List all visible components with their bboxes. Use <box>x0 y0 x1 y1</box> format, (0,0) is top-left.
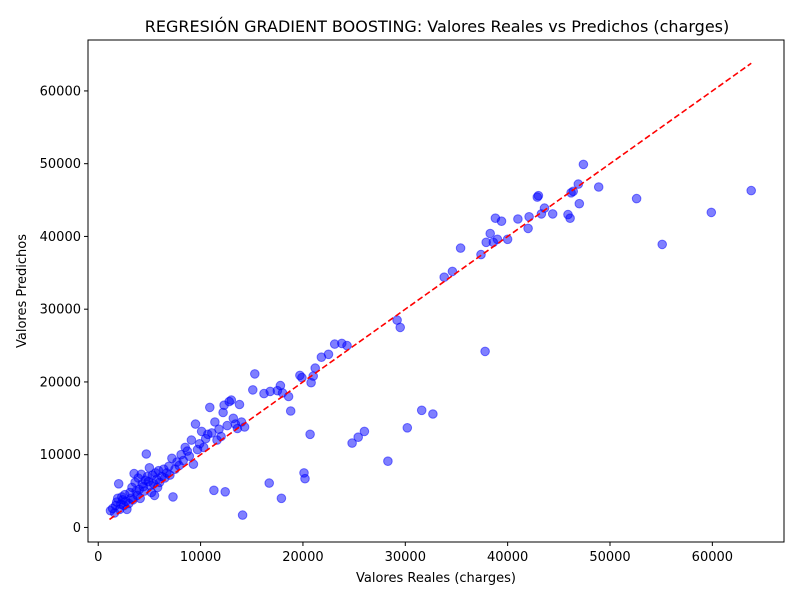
data-point-73 <box>209 485 219 496</box>
data-point-150 <box>578 159 589 170</box>
data-point-152 <box>631 193 642 204</box>
data-point-89 <box>237 510 248 520</box>
data-point-68 <box>198 442 209 453</box>
data-point-81 <box>222 420 232 431</box>
data-point-142 <box>539 203 550 213</box>
x-tick-label: 50000 <box>589 550 630 565</box>
data-point-149 <box>574 198 585 209</box>
data-point-53 <box>168 492 178 502</box>
data-point-87 <box>234 399 245 410</box>
data-point-105 <box>300 473 310 484</box>
data-point-61 <box>184 451 195 462</box>
data-point-137 <box>523 223 533 234</box>
x-tick-label: 20000 <box>282 550 323 565</box>
data-point-128 <box>480 346 490 357</box>
data-point-122 <box>416 405 427 416</box>
data-point-130 <box>485 228 496 239</box>
data-point-64 <box>190 419 201 429</box>
reference-line-layer <box>109 62 752 521</box>
plot-frame <box>87 39 785 543</box>
data-point-106 <box>305 429 315 440</box>
data-point-143 <box>547 209 558 219</box>
data-point-40 <box>149 490 160 501</box>
data-point-101 <box>285 406 296 416</box>
data-point-151 <box>593 182 604 192</box>
data-point-115 <box>347 438 357 448</box>
x-tick-label: 0 <box>94 550 102 565</box>
data-point-123 <box>428 409 438 419</box>
data-point-6 <box>113 479 124 489</box>
data-point-126 <box>455 243 466 253</box>
data-point-83 <box>226 395 237 405</box>
y-tick-label: 60000 <box>40 84 81 99</box>
data-point-121 <box>402 423 413 433</box>
x-tick-label: 30000 <box>385 550 426 565</box>
data-point-154 <box>706 207 717 218</box>
y-tick-label: 0 <box>73 521 81 536</box>
data-point-136 <box>513 214 523 224</box>
ideal-fit-line <box>109 62 752 521</box>
y-tick-label: 10000 <box>40 448 81 463</box>
y-tick-label: 20000 <box>40 375 81 390</box>
data-point-140 <box>533 190 544 201</box>
chart-title: REGRESIÓN GRADIENT BOOSTING: Valores Rea… <box>145 17 729 36</box>
y-tick-label: 50000 <box>40 157 81 172</box>
data-point-74 <box>210 417 220 427</box>
data-point-145 <box>565 213 575 223</box>
data-point-111 <box>323 349 334 360</box>
y-axis-ticks: 0 10000 20000 30000 40000 50000 60000 <box>40 84 88 536</box>
data-point-98 <box>276 493 287 504</box>
x-axis-ticks: 0 10000 20000 30000 40000 50000 60000 <box>94 542 733 565</box>
data-point-118 <box>383 456 393 467</box>
y-axis-label: Valores Predichos <box>15 234 30 348</box>
data-point-92 <box>250 369 260 379</box>
y-tick-label: 40000 <box>40 230 81 245</box>
x-axis-label: Valores Reales (charges) <box>356 571 516 586</box>
y-tick-label: 30000 <box>40 303 81 318</box>
data-point-94 <box>264 478 275 488</box>
data-point-71 <box>205 402 215 413</box>
data-point-120 <box>395 322 406 333</box>
x-tick-label: 60000 <box>692 550 733 565</box>
data-point-114 <box>342 340 352 351</box>
data-points <box>105 159 757 520</box>
data-point-134 <box>496 216 507 226</box>
data-point-32 <box>141 449 152 459</box>
data-point-117 <box>359 426 370 437</box>
data-point-80 <box>220 487 230 497</box>
data-point-155 <box>746 185 757 196</box>
data-point-153 <box>657 239 668 250</box>
data-point-116 <box>353 432 364 443</box>
data-point-62 <box>186 435 197 445</box>
data-point-91 <box>248 385 258 395</box>
x-tick-label: 40000 <box>487 550 528 565</box>
data-point-124 <box>439 272 450 283</box>
x-tick-label: 10000 <box>180 550 221 565</box>
